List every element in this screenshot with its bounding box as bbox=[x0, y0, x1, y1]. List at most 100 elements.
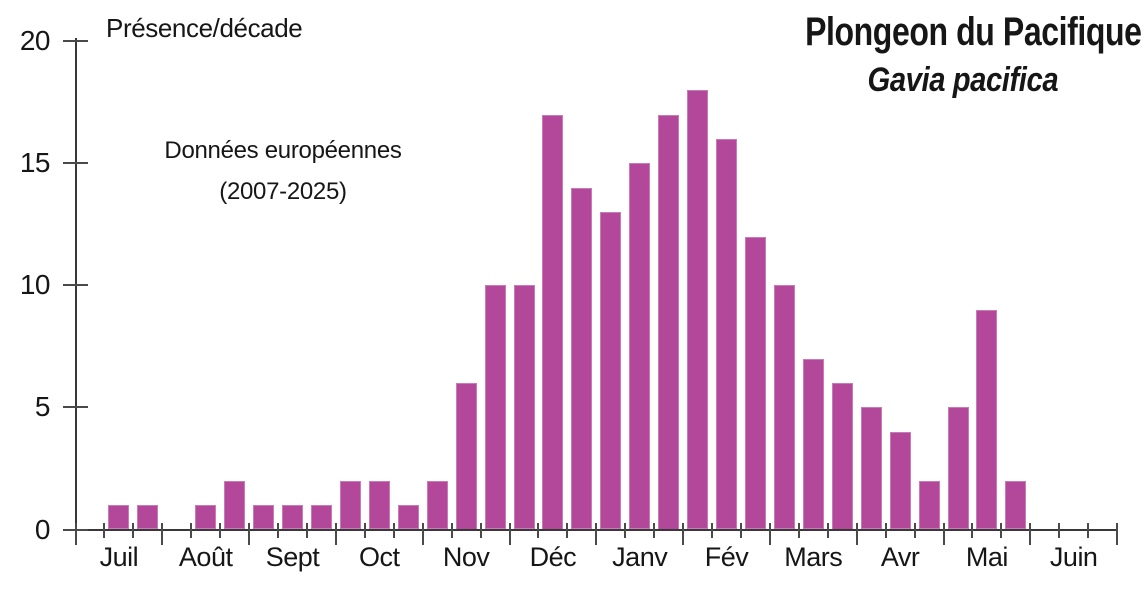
bar bbox=[976, 309, 998, 530]
bar bbox=[339, 480, 361, 530]
y-tick-label: 15 bbox=[19, 147, 51, 179]
chart-subtitle: Gavia pacifica bbox=[867, 61, 1059, 99]
x-tick-decade bbox=[363, 522, 366, 538]
x-tick-month bbox=[74, 522, 77, 545]
bar bbox=[484, 285, 506, 530]
month-label: Sept bbox=[265, 542, 320, 572]
month-label: Oct bbox=[359, 542, 400, 572]
x-tick-decade bbox=[306, 522, 308, 538]
x-tick-decade bbox=[653, 522, 656, 538]
x-axis-line bbox=[63, 528, 1118, 531]
x-tick-decade bbox=[624, 522, 627, 538]
y-tick bbox=[63, 162, 88, 165]
x-tick-decade bbox=[884, 522, 887, 538]
x-tick-decade bbox=[1087, 522, 1090, 538]
bar bbox=[571, 187, 593, 530]
month-label: Janv bbox=[612, 542, 668, 572]
month-label: Fév bbox=[704, 542, 749, 572]
bar bbox=[310, 505, 332, 530]
x-tick-month bbox=[768, 522, 771, 545]
month-label: Avr bbox=[880, 542, 920, 572]
bar bbox=[658, 114, 680, 530]
bar bbox=[947, 407, 969, 530]
x-tick-month bbox=[942, 522, 945, 545]
x-tick-month bbox=[334, 522, 337, 545]
annotation: Données européennes (2007-2025) bbox=[133, 137, 433, 206]
y-tick bbox=[63, 406, 88, 409]
bar bbox=[802, 358, 824, 530]
bar bbox=[744, 236, 766, 530]
chart-title: Plongeon du Pacifique bbox=[805, 10, 1142, 54]
x-tick-month bbox=[508, 522, 511, 545]
bar bbox=[224, 480, 246, 530]
x-tick-decade bbox=[103, 522, 106, 538]
x-tick-month bbox=[1116, 522, 1119, 545]
bar bbox=[108, 505, 130, 530]
y-tick-label: 0 bbox=[34, 513, 51, 545]
bar bbox=[889, 431, 911, 530]
bar bbox=[426, 480, 448, 530]
x-tick-decade bbox=[392, 522, 395, 538]
x-tick-decade bbox=[566, 522, 569, 538]
bar bbox=[137, 505, 159, 530]
bar bbox=[513, 285, 535, 530]
x-tick-month bbox=[682, 522, 685, 545]
bar bbox=[918, 480, 940, 530]
bar bbox=[629, 163, 651, 530]
x-tick-decade bbox=[913, 522, 916, 538]
bar bbox=[195, 505, 217, 530]
month-label: Déc bbox=[529, 542, 577, 572]
x-tick-decade bbox=[537, 522, 540, 538]
y-tick-label: 20 bbox=[19, 25, 51, 57]
bar bbox=[860, 407, 882, 530]
annotation-line-1: Données européennes bbox=[164, 137, 402, 164]
bar bbox=[542, 114, 564, 530]
y-axis-line bbox=[74, 38, 77, 544]
x-tick-decade bbox=[711, 522, 713, 538]
month-label: Nov bbox=[442, 542, 490, 572]
bar bbox=[397, 505, 419, 530]
bar bbox=[687, 90, 709, 530]
x-tick-decade bbox=[132, 522, 135, 538]
annotation-line-2: (2007-2025) bbox=[219, 178, 347, 205]
x-tick-decade bbox=[797, 522, 800, 538]
month-label: Mars bbox=[784, 542, 843, 572]
bar bbox=[773, 285, 795, 530]
bar bbox=[455, 383, 477, 530]
x-tick-month bbox=[1029, 522, 1032, 545]
y-tick bbox=[63, 40, 88, 43]
x-tick-decade bbox=[971, 522, 974, 538]
month-label: Juin bbox=[1049, 542, 1098, 572]
x-tick-month bbox=[421, 522, 424, 545]
bar bbox=[253, 505, 275, 530]
title-block: Plongeon du Pacifique Gavia pacifica bbox=[763, 10, 1147, 100]
x-tick-month bbox=[161, 522, 164, 545]
month-label: Mai bbox=[965, 542, 1009, 572]
y-tick bbox=[63, 284, 88, 287]
y-axis-title: Présence/décade bbox=[106, 13, 303, 43]
x-tick-decade bbox=[740, 522, 742, 538]
bar bbox=[831, 383, 853, 530]
x-tick-decade bbox=[219, 522, 222, 538]
bar bbox=[368, 480, 390, 530]
bar bbox=[716, 138, 737, 530]
bar bbox=[600, 212, 622, 530]
month-label: Août bbox=[178, 542, 233, 572]
x-tick-decade bbox=[277, 522, 279, 538]
x-tick-month bbox=[855, 522, 858, 545]
x-tick-month bbox=[248, 522, 251, 545]
x-tick-decade bbox=[479, 522, 482, 538]
bar bbox=[282, 505, 303, 530]
y-tick-label: 10 bbox=[19, 269, 51, 301]
bar bbox=[1005, 480, 1027, 530]
y-tick-label: 5 bbox=[34, 391, 51, 423]
x-tick-decade bbox=[826, 522, 829, 538]
x-tick-decade bbox=[190, 522, 193, 538]
month-label: Juil bbox=[99, 542, 139, 572]
x-tick-decade bbox=[1058, 522, 1061, 538]
x-tick-decade bbox=[450, 522, 453, 538]
x-tick-decade bbox=[1000, 522, 1003, 538]
x-tick-month bbox=[595, 522, 598, 545]
